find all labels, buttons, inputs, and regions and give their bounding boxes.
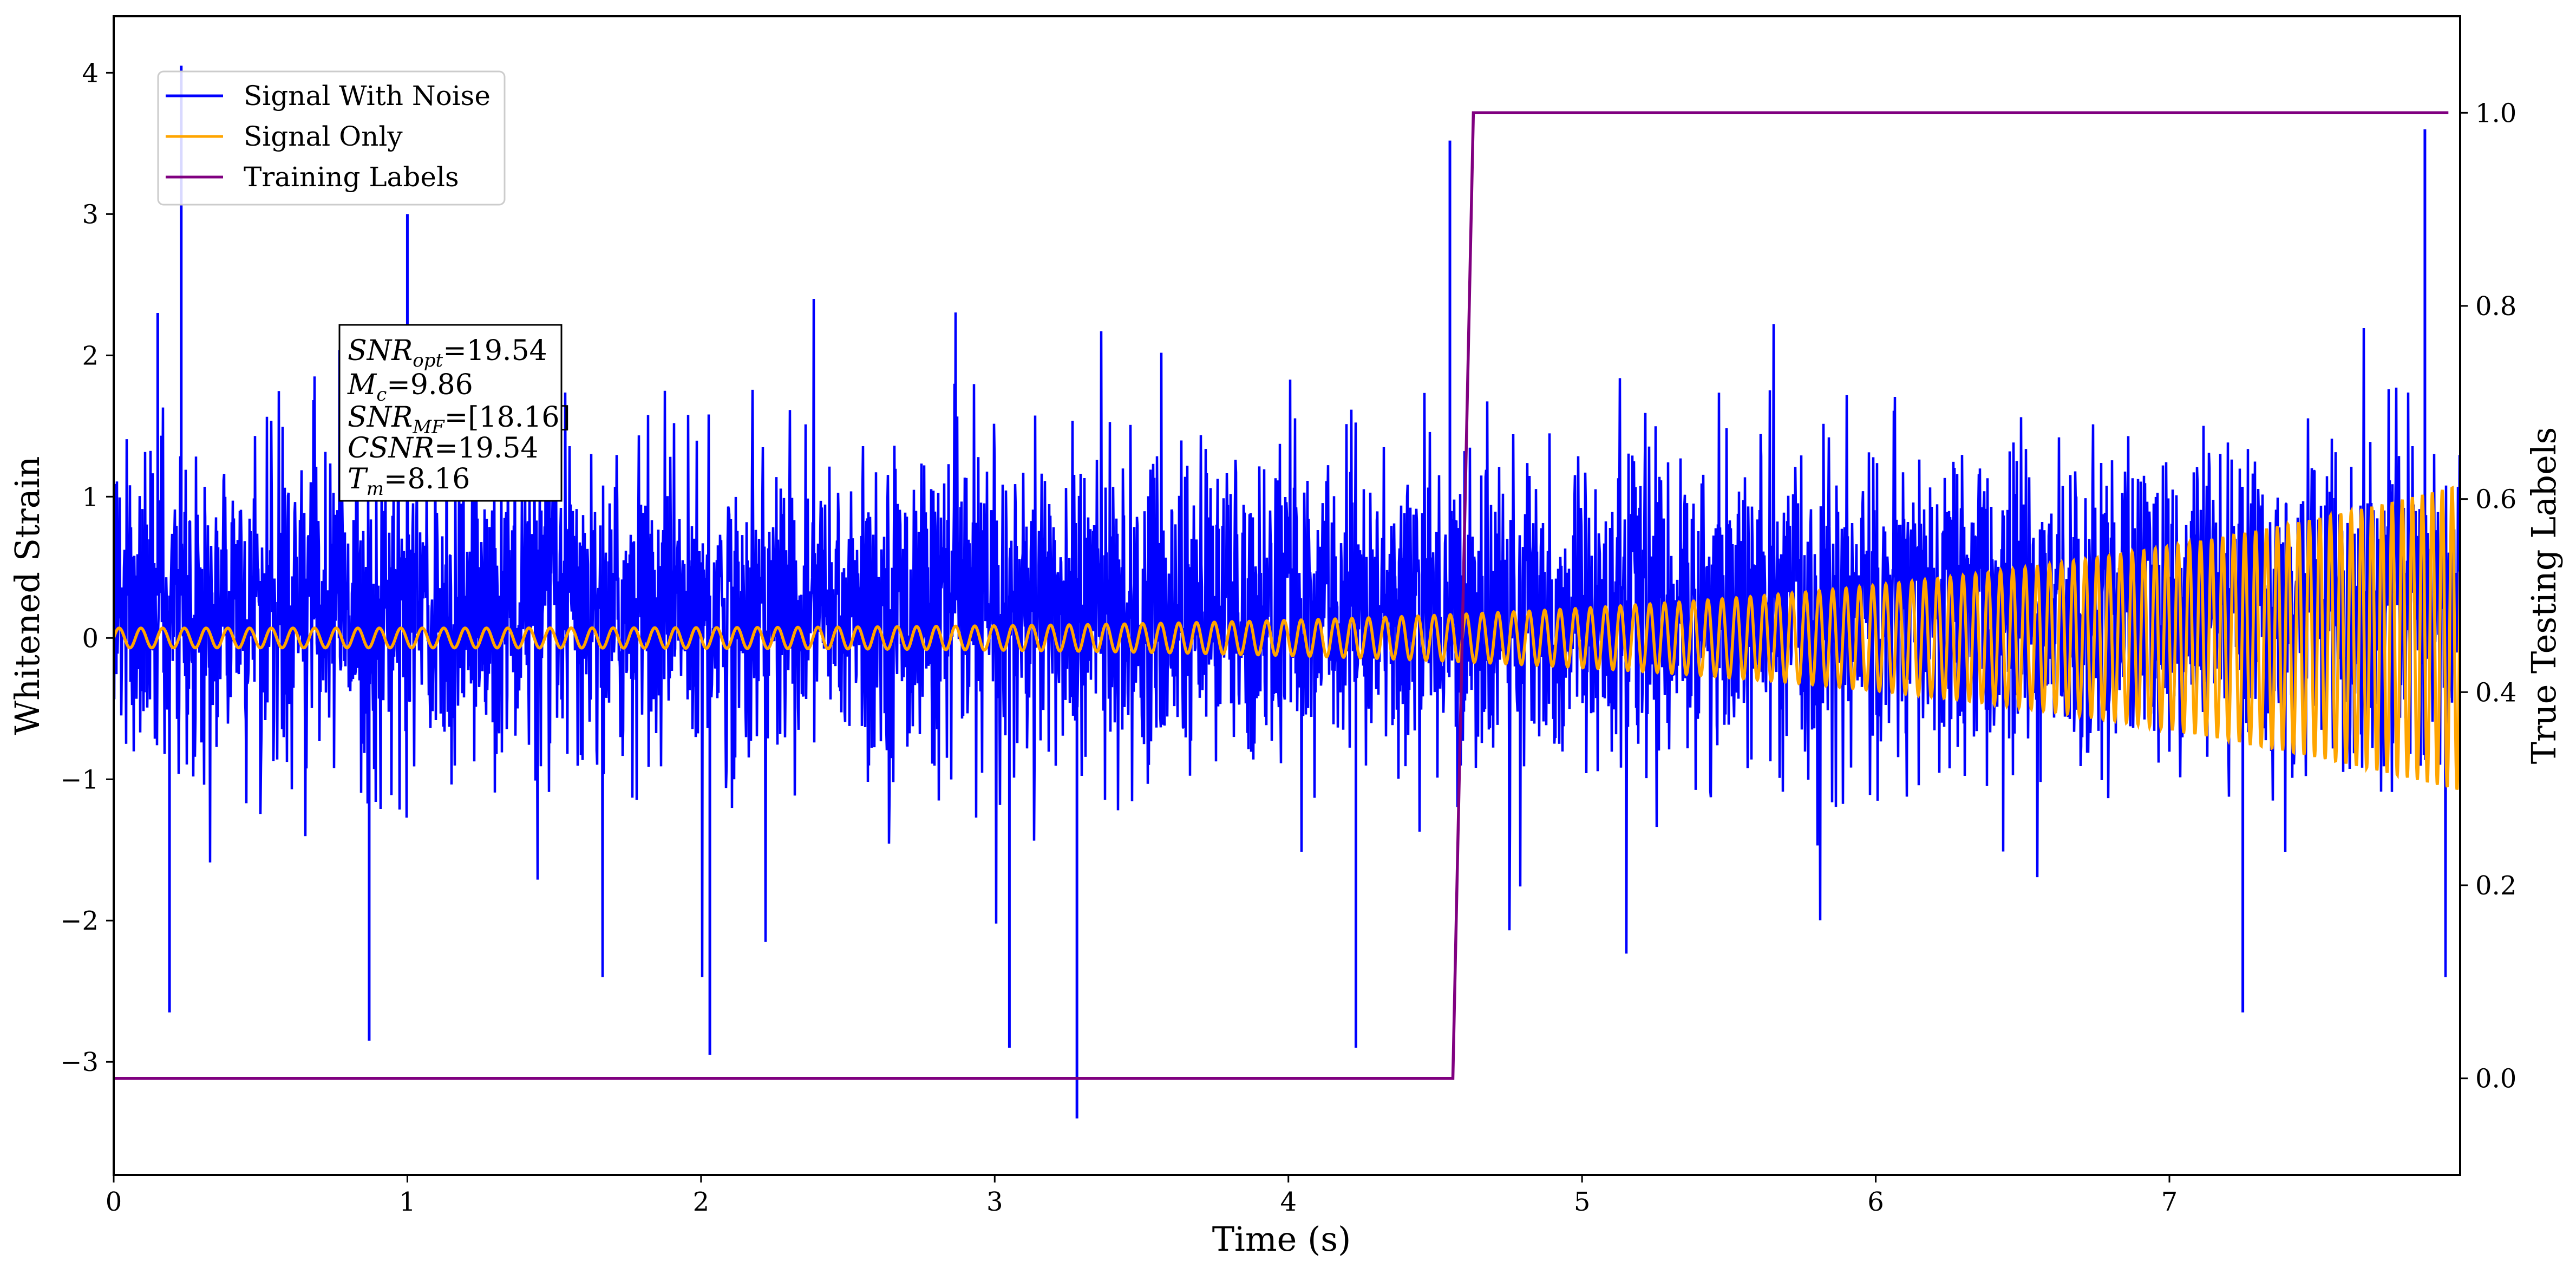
y-right-tick-label: 1.0 [2475, 98, 2516, 128]
signal-line [114, 485, 2460, 790]
y-right-tick-label: 0.8 [2475, 291, 2516, 322]
y-left-tick-label: 1 [82, 482, 99, 512]
x-tick-label: 2 [693, 1187, 710, 1217]
y-right-axis-ticks: 0.0 0.2 0.4 0.6 0.8 1.0 [2460, 98, 2516, 1094]
annotation-frame [338, 324, 563, 502]
legend-label-signal-with-noise: Signal With Noise [244, 80, 491, 112]
y-left-tick-label: 0 [82, 623, 99, 654]
training-labels-line [114, 111, 2449, 1080]
annotation-snr-opt: SNRopt=19.54 [348, 335, 547, 371]
y-right-tick-label: 0.0 [2475, 1064, 2516, 1094]
legend: Signal With Noise Signal Only Training L… [157, 70, 506, 206]
y-left-tick-label: −3 [60, 1047, 99, 1077]
y-left-tick-label: 4 [82, 58, 99, 88]
x-axis-label: Time (s) [1212, 1219, 1351, 1259]
x-tick-label: 4 [1280, 1187, 1297, 1217]
series-signal-only [114, 485, 2460, 790]
noise-line [114, 298, 2460, 977]
x-tick-label: 3 [986, 1187, 1003, 1217]
plot-frame [113, 15, 2461, 1176]
y-left-tick-label: −1 [60, 765, 99, 795]
x-axis-ticks: 0 1 2 3 4 5 6 7 [106, 1175, 2178, 1217]
x-tick-label: 0 [106, 1187, 122, 1217]
y-right-tick-label: 0.4 [2475, 677, 2516, 708]
y-left-tick-label: 2 [82, 341, 99, 371]
y-left-tick-label: −2 [60, 906, 99, 936]
x-tick-label: 1 [399, 1187, 416, 1217]
legend-label-signal-only: Signal Only [244, 121, 403, 152]
annotation-snr-mf: SNRMF=[18.16] [348, 401, 571, 438]
annotation-csnr: CSNR=19.54 [348, 432, 539, 465]
y-axis-right-label: True Testing Labels [2524, 427, 2564, 765]
annotation-box: SNRopt=19.54 Mc=9.86 SNRMF=[18.16] CSNR=… [338, 324, 571, 502]
x-tick-label: 5 [1574, 1187, 1591, 1217]
y-right-tick-label: 0.6 [2475, 485, 2516, 515]
x-tick-label: 7 [2161, 1187, 2178, 1217]
legend-label-training-labels: Training Labels [244, 161, 459, 193]
series-training-labels [114, 111, 2449, 1080]
x-tick-label: 6 [1867, 1187, 1884, 1217]
annotation-tm: Tm=8.16 [348, 463, 470, 500]
y-right-tick-label: 0.2 [2475, 871, 2516, 901]
legend-box [157, 70, 506, 206]
annotation-chirp-mass: Mc=9.86 [347, 369, 473, 406]
series-signal-with-noise [114, 66, 2460, 1119]
y-left-tick-label: 3 [82, 199, 99, 230]
y-left-axis-ticks: −3 −2 −1 0 1 2 3 4 [60, 58, 114, 1077]
y-axis-left-label: Whitened Strain [8, 456, 47, 735]
